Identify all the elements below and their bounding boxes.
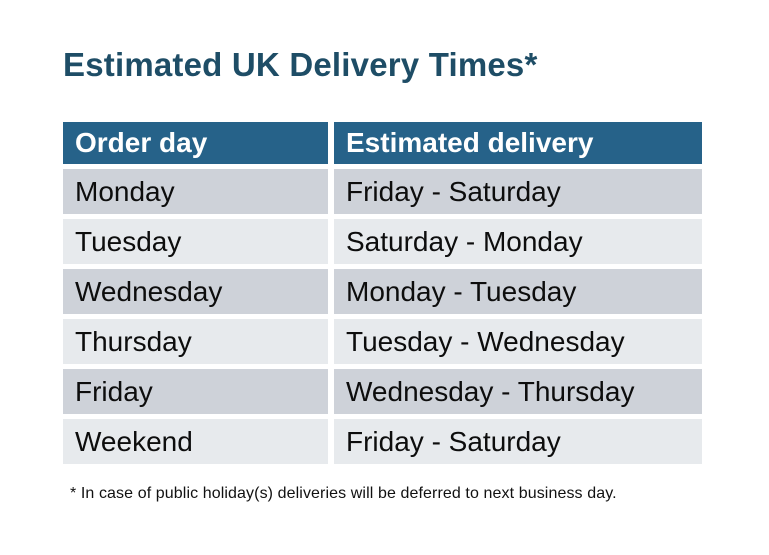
order-day-cell: Tuesday	[63, 219, 328, 264]
page-title: Estimated UK Delivery Times*	[63, 46, 538, 83]
estimated-delivery-cell: Wednesday - Thursday	[334, 369, 702, 414]
order-day-header: Order day	[63, 122, 328, 164]
estimated-delivery-header: Estimated delivery	[334, 122, 702, 164]
estimated-delivery-cell: Tuesday - Wednesday	[334, 319, 702, 364]
estimated-delivery-cell: Friday - Saturday	[334, 419, 702, 464]
estimated-delivery-cell: Friday - Saturday	[334, 169, 702, 214]
estimated-delivery-cell: Monday - Tuesday	[334, 269, 702, 314]
order-day-cell: Thursday	[63, 319, 328, 364]
order-day-cell: Wednesday	[63, 269, 328, 314]
footnote: * In case of public holiday(s) deliverie…	[70, 485, 617, 502]
delivery-times-table: Order day Estimated delivery Monday Frid…	[63, 122, 702, 464]
estimated-delivery-cell: Saturday - Monday	[334, 219, 702, 264]
order-day-cell: Weekend	[63, 419, 328, 464]
order-day-cell: Friday	[63, 369, 328, 414]
order-day-cell: Monday	[63, 169, 328, 214]
